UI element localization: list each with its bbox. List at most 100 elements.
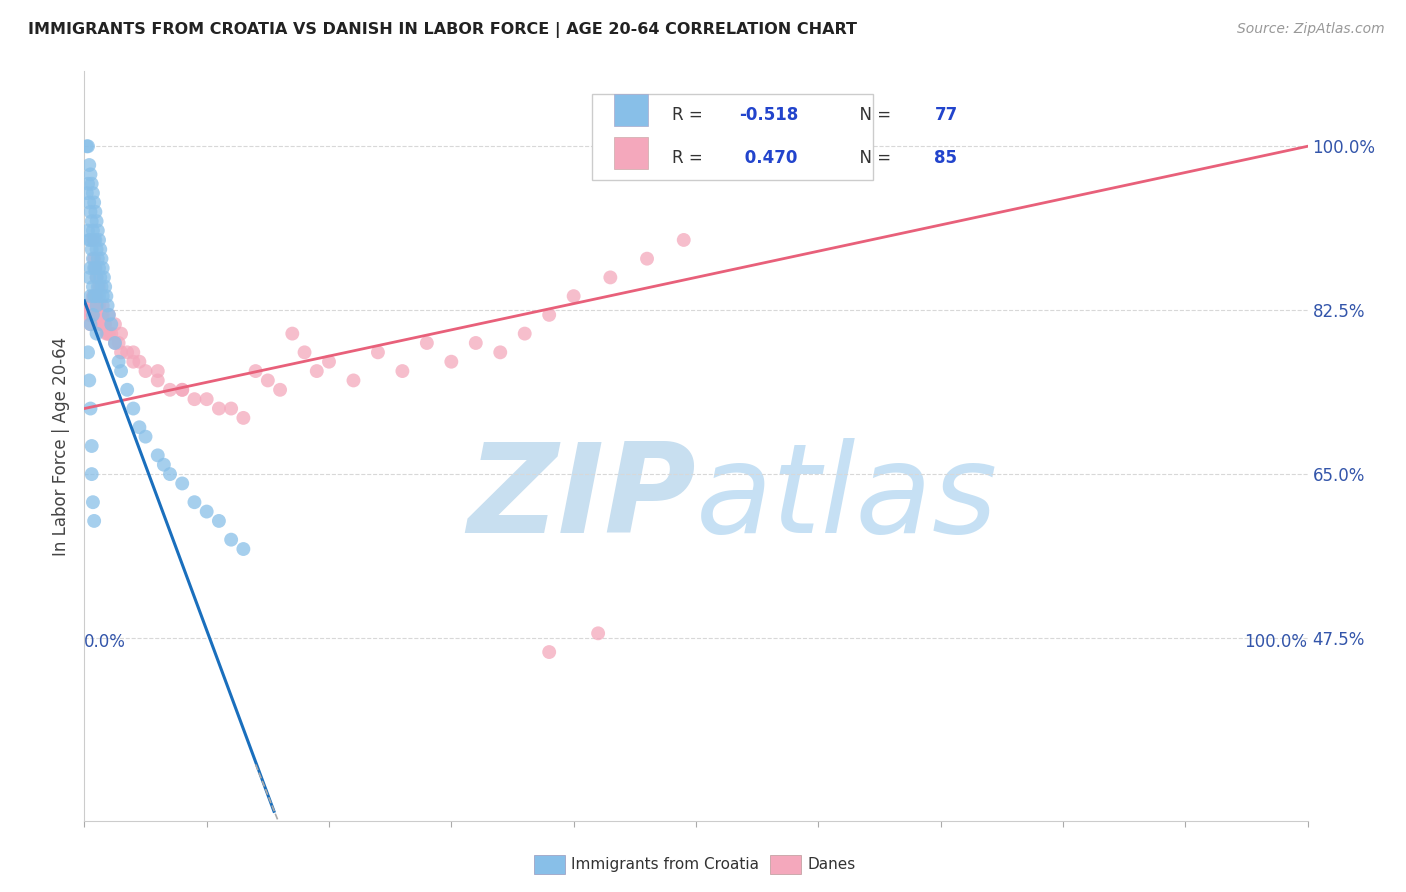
Point: [83, 514, 105, 528]
Point: [146, 374, 169, 388]
Point: [80, 308, 103, 322]
Text: Danes: Danes: [807, 857, 855, 871]
Point: [318, 355, 340, 369]
Point: [80, 299, 103, 313]
Point: [91, 318, 114, 332]
Point: [87, 252, 110, 266]
Point: [562, 289, 585, 303]
Text: 100.0%: 100.0%: [1244, 633, 1308, 651]
Point: [86, 214, 108, 228]
Y-axis label: In Labor Force | Age 20-64: In Labor Force | Age 20-64: [52, 336, 70, 556]
Point: [82, 233, 104, 247]
Text: 0.470: 0.470: [738, 150, 797, 168]
Point: [87, 280, 110, 294]
Text: IMMIGRANTS FROM CROATIA VS DANISH IN LABOR FORCE | AGE 20-64 CORRELATION CHART: IMMIGRANTS FROM CROATIA VS DANISH IN LAB…: [28, 22, 858, 38]
Point: [96, 289, 118, 303]
Point: [97, 308, 120, 322]
Point: [77, 233, 100, 247]
Point: [96, 326, 118, 341]
Point: [232, 411, 254, 425]
Point: [257, 374, 280, 388]
Point: [367, 345, 389, 359]
Text: 85: 85: [935, 150, 957, 168]
Point: [97, 299, 120, 313]
Point: [153, 458, 176, 472]
Point: [77, 177, 100, 191]
Point: [90, 318, 112, 332]
Text: 77: 77: [935, 106, 957, 124]
Point: [79, 308, 101, 322]
Point: [146, 449, 169, 463]
Point: [172, 476, 194, 491]
Point: [79, 299, 101, 313]
Point: [91, 289, 114, 303]
Point: [89, 243, 111, 257]
Point: [110, 326, 132, 341]
Point: [77, 139, 100, 153]
Point: [636, 252, 658, 266]
Point: [79, 318, 101, 332]
Point: [84, 289, 107, 303]
Text: ZIP: ZIP: [467, 438, 696, 559]
Point: [110, 364, 132, 378]
Point: [440, 355, 463, 369]
Point: [79, 233, 101, 247]
Point: [104, 336, 127, 351]
Point: [305, 364, 328, 378]
Text: N =: N =: [849, 150, 896, 168]
Point: [464, 336, 486, 351]
Point: [80, 243, 103, 257]
Point: [84, 299, 107, 313]
Point: [82, 289, 104, 303]
Point: [91, 308, 114, 322]
Point: [83, 299, 105, 313]
Point: [122, 401, 145, 416]
Point: [208, 401, 231, 416]
Point: [82, 299, 104, 313]
Point: [82, 280, 104, 294]
Point: [183, 392, 205, 407]
Point: [83, 261, 105, 276]
Point: [87, 261, 110, 276]
Point: [599, 270, 621, 285]
Point: [100, 326, 122, 341]
Point: [77, 374, 100, 388]
Point: [183, 495, 205, 509]
Point: [87, 299, 110, 313]
Point: [86, 299, 108, 313]
Point: [84, 205, 107, 219]
Point: [93, 270, 115, 285]
Point: [86, 270, 108, 285]
Point: [538, 308, 561, 322]
Point: [87, 233, 110, 247]
Bar: [614, 95, 648, 126]
Point: [91, 299, 114, 313]
Point: [128, 420, 150, 434]
Point: [208, 514, 231, 528]
Point: [77, 270, 100, 285]
Point: [91, 261, 114, 276]
Point: [115, 345, 138, 359]
Point: [281, 326, 304, 341]
Point: [672, 233, 695, 247]
Point: [146, 364, 169, 378]
Point: [86, 308, 108, 322]
Point: [83, 289, 105, 303]
Text: Immigrants from Croatia: Immigrants from Croatia: [571, 857, 759, 871]
Point: [107, 355, 129, 369]
Point: [86, 326, 108, 341]
Point: [294, 345, 316, 359]
Point: [80, 439, 103, 453]
Text: -0.518: -0.518: [738, 106, 799, 124]
Point: [79, 205, 101, 219]
Point: [104, 336, 127, 351]
Point: [245, 364, 267, 378]
Point: [82, 308, 104, 322]
Point: [172, 383, 194, 397]
Point: [159, 467, 181, 482]
Point: [87, 308, 110, 322]
Point: [219, 533, 242, 547]
Point: [87, 308, 110, 322]
Point: [90, 308, 112, 322]
Bar: [614, 137, 648, 169]
